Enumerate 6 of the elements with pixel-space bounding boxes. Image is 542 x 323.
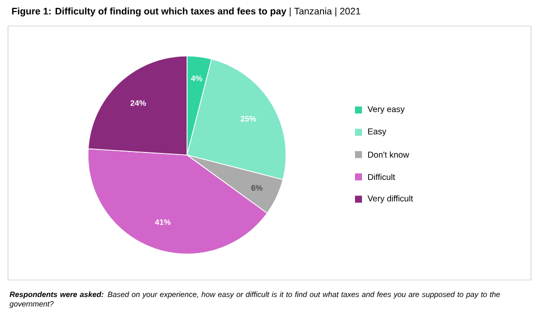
legend-label: Very difficult — [368, 195, 413, 204]
legend-label: Very easy — [368, 106, 405, 114]
chart-title: Figure 1: Difficulty of finding out which taxes and fees to pay | Tanzania | 2021 — [12, 8, 360, 16]
legend-label: Easy — [368, 128, 386, 136]
legend-label: Difficult — [368, 174, 396, 180]
legend-label: Don't know — [368, 151, 410, 158]
